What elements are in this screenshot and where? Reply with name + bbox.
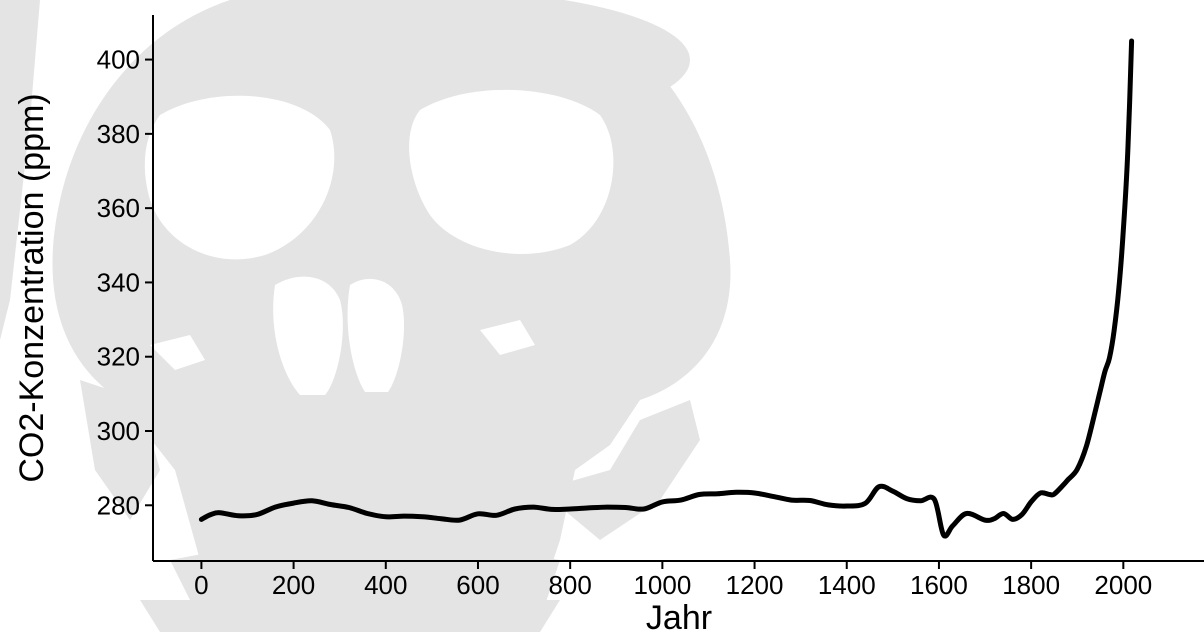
- x-tick-label: 1600: [910, 570, 968, 600]
- x-tick-label: 1200: [726, 570, 784, 600]
- y-axis-title: CO2-Konzentration (ppm): [13, 93, 51, 482]
- x-tick-label: 0: [194, 570, 208, 600]
- y-tick-label: 360: [97, 193, 140, 223]
- x-axis-title: Jahr: [646, 599, 712, 632]
- x-tick-label: 1800: [1002, 570, 1060, 600]
- x-tick-label: 800: [548, 570, 591, 600]
- x-axis-ticks: 0 200 400 600 800 1000 1200 1400 1600 1800 2000: [194, 561, 1152, 600]
- x-tick-label: 2000: [1094, 570, 1152, 600]
- x-tick-label: 400: [364, 570, 407, 600]
- y-tick-label: 280: [97, 490, 140, 520]
- y-tick-label: 340: [97, 267, 140, 297]
- x-tick-label: 1400: [818, 570, 876, 600]
- x-tick-label: 600: [456, 570, 499, 600]
- x-tick-label: 1000: [633, 570, 691, 600]
- y-tick-label: 400: [97, 45, 140, 75]
- x-tick-label: 200: [272, 570, 315, 600]
- co2-series-line: [198, 38, 1135, 539]
- y-tick-label: 320: [97, 342, 140, 372]
- y-tick-label: 300: [97, 416, 140, 446]
- y-axis-ticks: 280 300 320 340 360 380 400: [97, 45, 153, 520]
- y-tick-label: 380: [97, 119, 140, 149]
